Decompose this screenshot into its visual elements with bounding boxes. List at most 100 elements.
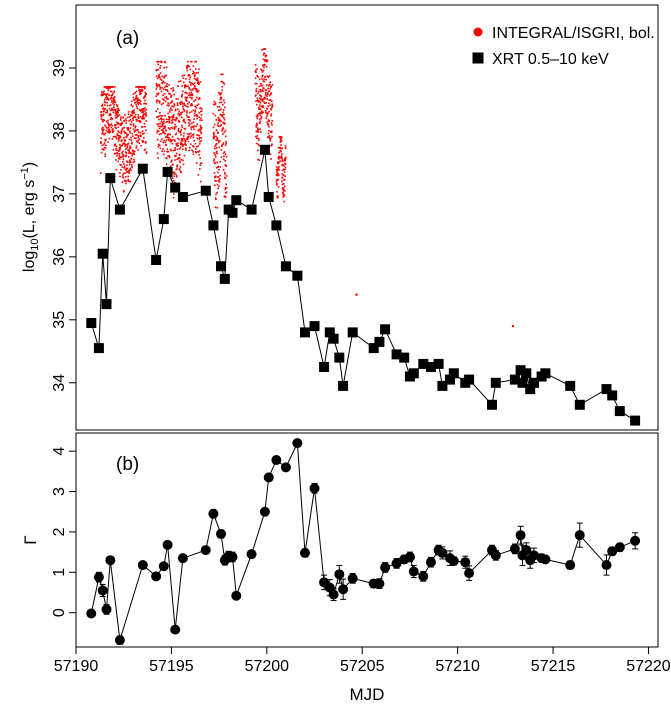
integral-dot: [170, 140, 172, 143]
xrt-point: [601, 384, 612, 395]
integral-dot: [199, 168, 201, 170]
integral-dot: [192, 146, 195, 148]
integral-dot: [139, 89, 141, 91]
integral-dot: [192, 70, 194, 73]
xrt-point: [433, 358, 444, 369]
integral-dot: [103, 86, 106, 88]
integral-dot: [265, 66, 268, 68]
integral-dot: [162, 127, 165, 130]
integral-dot: [216, 152, 218, 155]
integral-dot: [196, 137, 199, 140]
integral-dot: [219, 125, 222, 127]
integral-dot: [140, 144, 142, 147]
integral-dot: [106, 93, 109, 95]
panel-a-xrt-markers: [86, 144, 641, 426]
integral-dot: [267, 84, 270, 87]
integral-dot: [117, 160, 119, 163]
integral-dot: [223, 113, 225, 116]
integral-dot: [261, 112, 263, 115]
integral-dot: [219, 178, 221, 180]
integral-dot: [255, 115, 258, 118]
integral-dot: [122, 160, 124, 163]
integral-dot: [114, 112, 117, 114]
integral-dot: [128, 161, 131, 164]
integral-dot: [125, 119, 128, 122]
integral-dot: [214, 145, 216, 148]
integral-dot: [142, 140, 144, 142]
integral-dot: [270, 108, 272, 110]
legend-integral-label: INTEGRAL/ISGRI, bol.: [492, 25, 655, 42]
integral-dot: [178, 138, 180, 141]
integral-dot: [170, 161, 173, 163]
integral-dot: [104, 155, 106, 158]
y-tick-label-b: 4: [51, 447, 68, 456]
integral-dot: [269, 131, 272, 133]
integral-dot: [269, 140, 272, 142]
integral-dot: [162, 118, 165, 121]
integral-dot: [122, 189, 125, 192]
integral-dot: [283, 189, 285, 192]
integral-dot: [182, 77, 185, 79]
integral-dot: [106, 111, 109, 114]
integral-dot: [257, 127, 259, 130]
integral-dot: [195, 68, 197, 70]
integral-dot: [220, 108, 222, 110]
integral-dot: [216, 147, 218, 149]
integral-dot: [200, 131, 203, 134]
xrt-point: [614, 406, 625, 417]
integral-dot: [111, 124, 113, 127]
integral-dot: [123, 165, 126, 167]
integral-dot: [283, 194, 286, 196]
integral-dot: [136, 120, 138, 122]
integral-dot: [142, 110, 144, 112]
integral-dot: [123, 130, 125, 133]
integral-dot: [198, 98, 201, 100]
integral-dot: [200, 137, 203, 139]
integral-dot: [197, 128, 200, 131]
integral-dot: [122, 172, 125, 175]
integral-dot: [111, 107, 113, 110]
integral-dot: [215, 118, 218, 121]
integral-dot: [130, 136, 132, 139]
integral-dot: [259, 122, 261, 124]
integral-dot: [110, 109, 113, 111]
integral-dot: [158, 127, 161, 130]
integral-dot: [173, 128, 176, 130]
integral-dot: [104, 132, 107, 134]
integral-dot: [256, 124, 258, 126]
integral-dot: [177, 145, 179, 147]
xrt-point: [490, 377, 501, 388]
integral-dot: [115, 124, 117, 126]
integral-dot: [214, 114, 216, 117]
integral-dot: [278, 151, 281, 154]
integral-dot: [136, 107, 139, 110]
integral-dot: [185, 78, 187, 80]
gamma-point: [271, 455, 282, 466]
integral-dot: [199, 107, 202, 109]
gamma-point: [216, 528, 227, 539]
xrt-point: [445, 374, 455, 385]
integral-dot: [216, 139, 219, 141]
integral-dot: [163, 75, 166, 78]
integral-dot: [283, 200, 286, 203]
ylabel-close: ): [21, 162, 38, 167]
integral-dot: [200, 108, 203, 110]
integral-dot: [265, 92, 267, 94]
x-tick-label: 57215: [531, 658, 576, 675]
integral-dot: [196, 96, 198, 99]
integral-dot: [141, 115, 144, 118]
integral-dot: [119, 156, 121, 159]
integral-dot: [157, 63, 159, 66]
gamma-point: [418, 571, 429, 582]
integral-dot: [256, 117, 259, 120]
xrt-point: [300, 327, 310, 338]
integral-dot: [217, 176, 220, 178]
integral-dot: [191, 149, 193, 152]
integral-dot: [119, 147, 122, 149]
integral-dot: [178, 113, 180, 116]
integral-dot: [110, 94, 112, 97]
integral-dot: [102, 93, 105, 96]
integral-dot: [266, 98, 269, 100]
integral-dot: [224, 129, 227, 132]
integral-dot: [163, 77, 165, 79]
